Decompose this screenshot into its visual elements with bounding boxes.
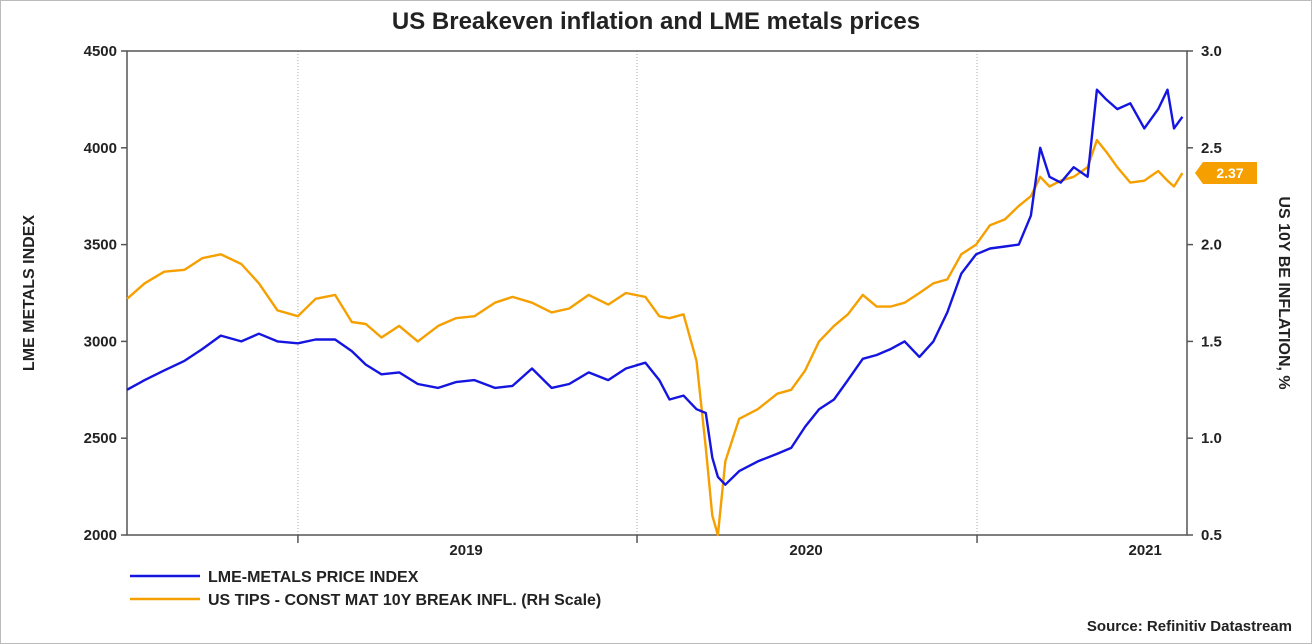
y-axis-right: 3.0 2.5 2.0 1.5 1.0 0.5 [1187, 43, 1222, 544]
y-left-tick-label: 3500 [84, 237, 117, 254]
y-right-tick-label: 1.5 [1201, 333, 1222, 350]
source-note: Source: Refinitiv Datastream [1087, 618, 1292, 635]
chart-title: US Breakeven inflation and LME metals pr… [392, 8, 920, 35]
series-line-tips-breakeven [126, 138, 1184, 537]
legend-label-tips: US TIPS - CONST MAT 10Y BREAK INFL. (RH … [208, 592, 601, 609]
series-layer [126, 88, 1184, 537]
y-left-tick-label: 4000 [84, 140, 117, 157]
last-value-label: 2.37 [1216, 165, 1243, 181]
y-left-tick-label: 2000 [84, 527, 117, 544]
y-left-tick-label: 2500 [84, 430, 117, 447]
y-axis-left-label: LME METALS INDEX [21, 215, 38, 371]
y-left-tick-label: 4500 [84, 43, 117, 60]
y-left-tick-label: 3000 [84, 333, 117, 350]
x-tick-label-2019: 2019 [449, 542, 482, 559]
y-right-tick-label: 0.5 [1201, 527, 1222, 544]
plot-area-border [126, 50, 1188, 536]
legend: LME-METALS PRICE INDEX US TIPS - CONST M… [130, 569, 601, 609]
y-axis-left: 4500 4000 3500 3000 2500 2000 [84, 43, 127, 544]
y-right-tick-label: 2.5 [1201, 140, 1222, 157]
y-right-tick-label: 2.0 [1201, 237, 1222, 254]
legend-label-lme: LME-METALS PRICE INDEX [208, 569, 419, 586]
last-value-badge: 2.37 [1195, 161, 1257, 184]
x-axis: 2019 2020 2021 [297, 535, 1162, 559]
y-right-tick-label: 3.0 [1201, 43, 1222, 60]
series-line-lme-metals [126, 88, 1184, 486]
last-value-badge-shape [1195, 161, 1257, 184]
y-right-tick-label: 1.0 [1201, 430, 1222, 447]
y-axis-right-label: US 10Y BE INFLATION, % [1275, 196, 1292, 389]
x-tick-label-2021: 2021 [1129, 542, 1162, 559]
x-tick-label-2020: 2020 [789, 542, 822, 559]
